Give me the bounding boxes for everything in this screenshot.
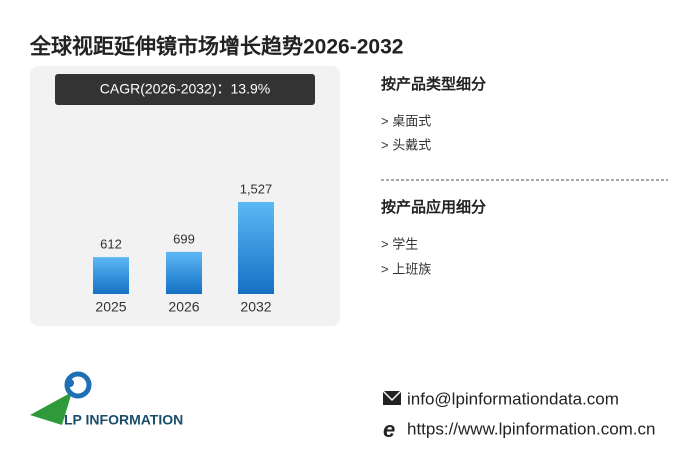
value-label: 699 (173, 231, 195, 246)
section-heading: 按产品应用细分 (381, 198, 486, 216)
value-label: 612 (100, 237, 122, 252)
bar (238, 202, 274, 294)
section-heading: 按产品类型细分 (381, 75, 486, 93)
section-item: > 头戴式 (381, 137, 431, 152)
logo: LP INFORMATION (30, 371, 183, 428)
bar (166, 251, 202, 294)
website: https://www.lpinformation.com.cn (407, 419, 655, 438)
web-icon: e (383, 417, 395, 442)
x-tick-label: 2025 (95, 299, 126, 315)
section-item: > 桌面式 (381, 113, 431, 128)
title: 全球视距延伸镜市场增长趋势2026-2032 (29, 35, 403, 59)
email: info@lpinformationdata.com (407, 389, 619, 408)
cagr-label: CAGR(2026-2032)：13.9% (100, 81, 270, 97)
section-item: > 学生 (381, 236, 418, 251)
x-tick-label: 2032 (240, 299, 271, 315)
section-item: > 上班族 (381, 261, 431, 276)
bar (93, 257, 129, 294)
x-tick-label: 2026 (168, 299, 199, 315)
logo-text: LP INFORMATION (64, 412, 183, 428)
cagr-box (55, 74, 315, 105)
value-label: 1,527 (240, 181, 273, 196)
